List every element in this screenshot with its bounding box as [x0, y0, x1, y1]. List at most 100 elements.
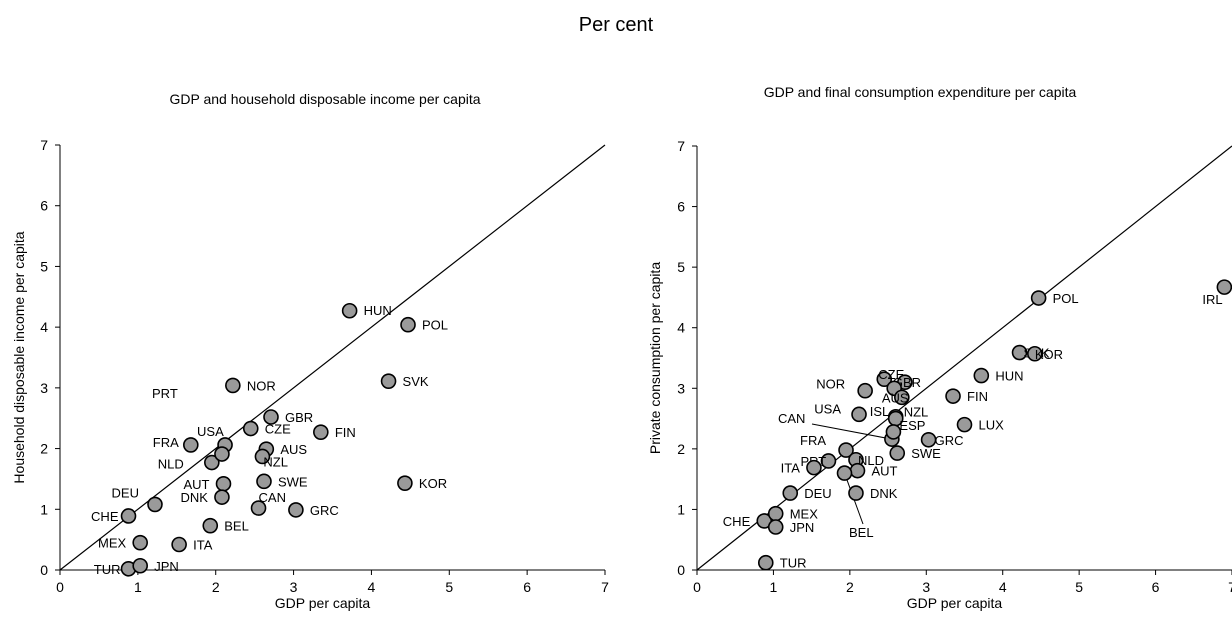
- point-label-aus: AUS: [882, 390, 909, 405]
- data-point-bel: [836, 465, 853, 481]
- x-tick-label: 6: [523, 579, 531, 595]
- point-label-mex: MEX: [98, 536, 127, 551]
- x-tick-label: 7: [1228, 579, 1232, 595]
- point-label-tur: TUR: [780, 556, 807, 571]
- data-point-nld: [204, 454, 220, 471]
- data-point-jpn: [132, 557, 148, 574]
- data-point-svk: [1011, 344, 1028, 361]
- data-point-fin: [945, 388, 961, 404]
- point-label-irl: IRL: [1202, 292, 1222, 307]
- data-point-irl: [1216, 279, 1232, 295]
- point-label-gbr: GBR: [285, 410, 313, 425]
- data-point-nzl: [254, 448, 271, 465]
- y-tick-label: 7: [677, 138, 685, 154]
- y-tick-label: 6: [40, 198, 48, 214]
- point-label-kor: KOR: [419, 476, 447, 491]
- data-point-gbr: [263, 409, 279, 425]
- point-label-dnk: DNK: [870, 486, 898, 501]
- chart-2-plot: 0 1 2 3 4 5 6 7 0 1 2 3 4 5 6 7 GDP per capita Private co…: [647, 138, 1232, 611]
- data-point-swe: [889, 445, 906, 461]
- point-label-dnk: DNK: [180, 490, 208, 505]
- data-point-cze: [876, 371, 893, 388]
- point-label-grc: GRC: [310, 503, 339, 518]
- data-point-fra: [183, 437, 199, 453]
- y-tick-label: 5: [40, 258, 48, 274]
- data-point-lux: [956, 416, 973, 433]
- data-point-ita: [171, 536, 187, 553]
- point-label-nld: NLD: [858, 453, 884, 468]
- point-label-nzl: NZL: [904, 405, 929, 420]
- data-point-swe: [256, 473, 272, 490]
- data-point-aus: [894, 389, 910, 406]
- y-tick-label: 0: [677, 562, 685, 578]
- point-label-hun: HUN: [995, 369, 1023, 384]
- x-axis-label: GDP per capita: [907, 595, 1003, 611]
- point-label-mex: MEX: [790, 507, 819, 522]
- x-tick-label: 4: [999, 579, 1007, 595]
- data-point-mex: [767, 505, 784, 522]
- data-point-kor: [1027, 345, 1043, 362]
- leader-line: [811, 423, 892, 440]
- chart-1-title: GDP and household disposable income per …: [169, 91, 480, 107]
- y-axis-label: Private consumption per capita: [647, 262, 663, 454]
- point-label-aut: AUT: [184, 477, 210, 492]
- point-label-cze: CZE: [878, 367, 904, 382]
- data-point-tur: [757, 554, 774, 571]
- point-label-bel: BEL: [849, 525, 874, 540]
- point-label-nld: NLD: [158, 457, 184, 472]
- data-point-deu: [147, 496, 163, 513]
- data-point-fin: [313, 424, 329, 440]
- data-point-bel: [202, 517, 219, 534]
- x-tick-label: 2: [846, 579, 854, 595]
- x-tick-label: 1: [770, 579, 778, 595]
- point-label-che: CHE: [91, 509, 119, 524]
- y-tick-label: 0: [40, 562, 48, 578]
- data-point-fra: [838, 442, 854, 458]
- data-point-deu: [782, 485, 799, 501]
- chart-1-plot: 0 1 2 3 4 5 6 7 0 1 2 3 4 5 6 7 GDP per capita Household …: [11, 137, 609, 611]
- data-point-che: [120, 508, 137, 524]
- point-label-swe: SWE: [911, 446, 941, 461]
- point-label-che: CHE: [723, 514, 751, 529]
- point-label-lux: LUX: [979, 418, 1005, 433]
- point-label-jpn: JPN: [154, 559, 179, 574]
- point-label-can: CAN: [259, 490, 286, 505]
- x-tick-label: 2: [212, 579, 220, 595]
- y-tick-label: 2: [677, 441, 685, 457]
- data-point-dnk: [848, 485, 864, 501]
- point-label-aut: AUT: [872, 464, 898, 479]
- point-label-deu: DEU: [804, 486, 831, 501]
- y-tick-label: 4: [677, 320, 685, 336]
- x-tick-label: 0: [693, 579, 701, 595]
- point-label-bel: BEL: [224, 519, 249, 534]
- y-tick-label: 2: [40, 441, 48, 457]
- data-point-hun: [973, 367, 990, 384]
- y-tick-label: 1: [677, 501, 685, 517]
- data-point-cze: [242, 420, 259, 437]
- x-tick-label: 7: [601, 579, 609, 595]
- point-label-prt: PRT: [152, 386, 178, 401]
- data-point-esp: [885, 424, 902, 440]
- point-label-nzl: NZL: [263, 454, 288, 469]
- data-point-usa: [851, 406, 867, 423]
- x-tick-label: 4: [368, 579, 376, 595]
- data-point-jpn: [767, 519, 784, 535]
- y-tick-label: 4: [40, 319, 48, 335]
- point-label-fin: FIN: [335, 425, 356, 440]
- x-tick-label: 3: [290, 579, 298, 595]
- point-label-isl: ISL: [870, 404, 890, 419]
- point-label-pol: POL: [422, 318, 448, 333]
- data-point-can: [250, 500, 267, 516]
- data-point-svk: [380, 373, 397, 389]
- point-label-tur: TUR: [94, 562, 121, 577]
- y-tick-label: 6: [677, 199, 685, 215]
- point-label-fra: FRA: [153, 435, 179, 450]
- point-label-aus: AUS: [280, 442, 307, 457]
- data-point-hun: [341, 302, 358, 319]
- data-point-aut: [215, 475, 232, 492]
- point-label-fin: FIN: [967, 389, 988, 404]
- point-label-ita: ITA: [781, 461, 801, 476]
- data-point-aut: [849, 462, 866, 479]
- point-label-ita: ITA: [193, 538, 213, 553]
